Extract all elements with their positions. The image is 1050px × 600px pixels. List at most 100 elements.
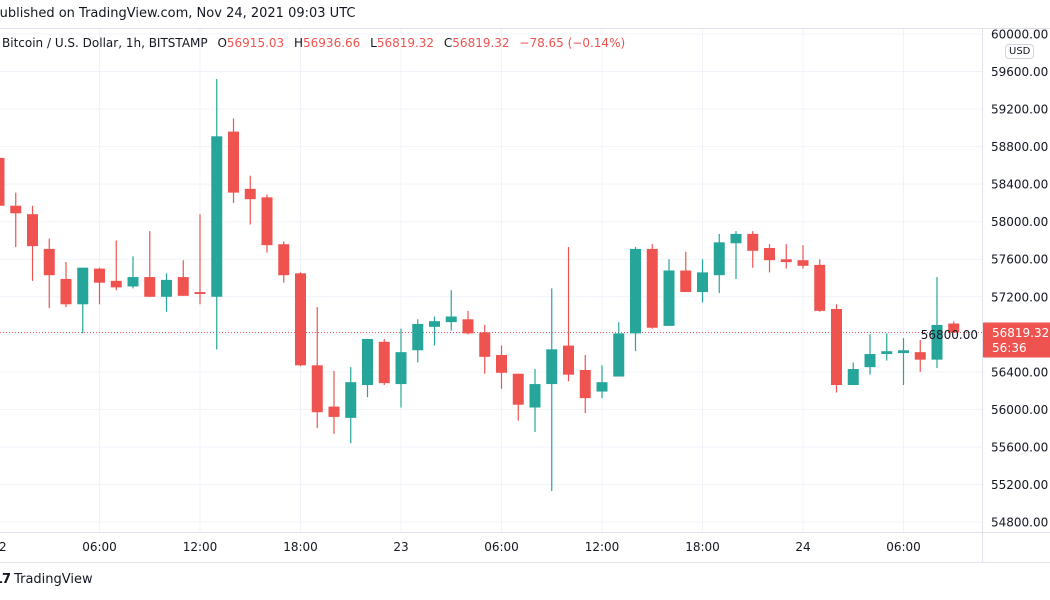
candle-up bbox=[613, 322, 625, 377]
candle-body bbox=[462, 319, 474, 334]
candle-down bbox=[194, 214, 206, 305]
candle-up bbox=[161, 273, 172, 312]
candle-body bbox=[563, 345, 574, 375]
candle-up bbox=[445, 290, 457, 331]
candle-up bbox=[429, 316, 440, 346]
low-label: L bbox=[370, 36, 377, 50]
candle-body bbox=[429, 321, 440, 327]
candle-body bbox=[512, 373, 524, 405]
candle-up bbox=[898, 338, 909, 385]
candle-up bbox=[630, 247, 641, 352]
candle-down bbox=[680, 251, 692, 293]
candle-body bbox=[881, 351, 893, 355]
candle-body bbox=[697, 272, 708, 293]
candle-down bbox=[831, 304, 842, 393]
candle-body bbox=[244, 188, 256, 200]
footer-logo-text: TradingView bbox=[14, 572, 93, 587]
candle-body bbox=[831, 308, 842, 385]
candle-up bbox=[697, 259, 708, 303]
symbol-title[interactable]: Bitcoin / U.S. Dollar, 1h, BITSTAMP bbox=[2, 36, 208, 50]
published-caption: Published on TradingView.com, Nov 24, 20… bbox=[0, 6, 356, 21]
candle-up bbox=[77, 267, 89, 334]
candle-down bbox=[228, 118, 239, 203]
candle-body bbox=[596, 382, 608, 392]
candle-up bbox=[596, 365, 608, 399]
candle-body bbox=[328, 406, 340, 417]
candle-body bbox=[161, 279, 172, 297]
candle-body bbox=[94, 268, 105, 283]
candle-up bbox=[864, 334, 876, 375]
price-tick-label: 58400.00 bbox=[991, 178, 1048, 192]
price-tick-label: 60000.00 bbox=[991, 28, 1048, 42]
candle-down bbox=[60, 262, 72, 308]
candle-body bbox=[228, 131, 239, 193]
candle-up bbox=[395, 328, 407, 408]
price-tick-label: 56400.00 bbox=[991, 365, 1048, 379]
header-divider bbox=[0, 28, 1050, 29]
close-value: 56819.32 bbox=[452, 36, 510, 50]
candle-body bbox=[680, 270, 692, 293]
candle-down bbox=[462, 310, 474, 335]
candle-down bbox=[563, 247, 574, 382]
candle-down bbox=[244, 175, 256, 225]
time-tick-label: 06:00 bbox=[886, 540, 921, 554]
candle-down bbox=[914, 339, 926, 372]
candle-down bbox=[378, 339, 390, 385]
candle-body bbox=[110, 280, 122, 288]
candle-body bbox=[948, 323, 960, 333]
price-tick-label: 58000.00 bbox=[991, 215, 1048, 229]
candle-body bbox=[898, 350, 909, 354]
candle-down bbox=[144, 231, 156, 297]
candle-down bbox=[311, 307, 323, 429]
candle-body bbox=[194, 292, 206, 294]
candle-body bbox=[797, 260, 809, 266]
candle-body bbox=[60, 278, 72, 305]
candle-down bbox=[27, 205, 38, 281]
low-value: 56819.32 bbox=[376, 36, 435, 50]
time-tick-label: 23 bbox=[393, 540, 408, 554]
price-tick-label: 59600.00 bbox=[991, 65, 1048, 79]
price-tick-label: 56000.00 bbox=[991, 403, 1048, 417]
candle-body bbox=[496, 354, 507, 373]
candle-down bbox=[948, 321, 960, 333]
price-tick-label: 54800.00 bbox=[991, 516, 1048, 530]
footer-brand: 17 TradingView bbox=[0, 572, 93, 587]
candle-down bbox=[496, 345, 507, 389]
candle-body bbox=[847, 369, 859, 385]
candle-up bbox=[345, 367, 357, 444]
bar-countdown-label: 56:36 bbox=[992, 341, 1027, 355]
candle-body bbox=[579, 369, 591, 399]
candle-down bbox=[94, 267, 105, 305]
candle-down bbox=[0, 157, 5, 206]
candle-body bbox=[127, 277, 139, 287]
candle-body bbox=[177, 277, 189, 296]
candle-body bbox=[730, 233, 742, 244]
candle-down bbox=[295, 272, 306, 367]
candle-up bbox=[362, 339, 373, 398]
currency-badge[interactable]: USD bbox=[1005, 44, 1035, 59]
candle-body bbox=[345, 382, 357, 418]
candle-body bbox=[630, 248, 641, 334]
time-tick-label: 24 bbox=[795, 540, 810, 554]
time-tick-label: 12:00 bbox=[585, 540, 620, 554]
open-label: O bbox=[217, 36, 227, 50]
candle-up bbox=[713, 233, 725, 294]
candle-down bbox=[43, 238, 55, 309]
price-tick-label: 58800.00 bbox=[991, 140, 1048, 154]
candle-body bbox=[479, 332, 491, 357]
candle-body bbox=[211, 136, 223, 297]
candle-down bbox=[579, 354, 591, 414]
candle-body bbox=[295, 273, 306, 366]
candle-body bbox=[378, 341, 390, 384]
time-tick-label: 12:00 bbox=[183, 540, 218, 554]
candle-body bbox=[613, 333, 625, 377]
candle-up bbox=[663, 259, 675, 326]
price-tick-label: 59200.00 bbox=[991, 103, 1048, 117]
candle-body bbox=[77, 267, 89, 305]
last-price-marker bbox=[983, 322, 1050, 358]
candle-down bbox=[10, 192, 22, 248]
candle-body bbox=[931, 324, 943, 360]
candle-body bbox=[278, 244, 290, 276]
candle-body bbox=[814, 264, 826, 311]
